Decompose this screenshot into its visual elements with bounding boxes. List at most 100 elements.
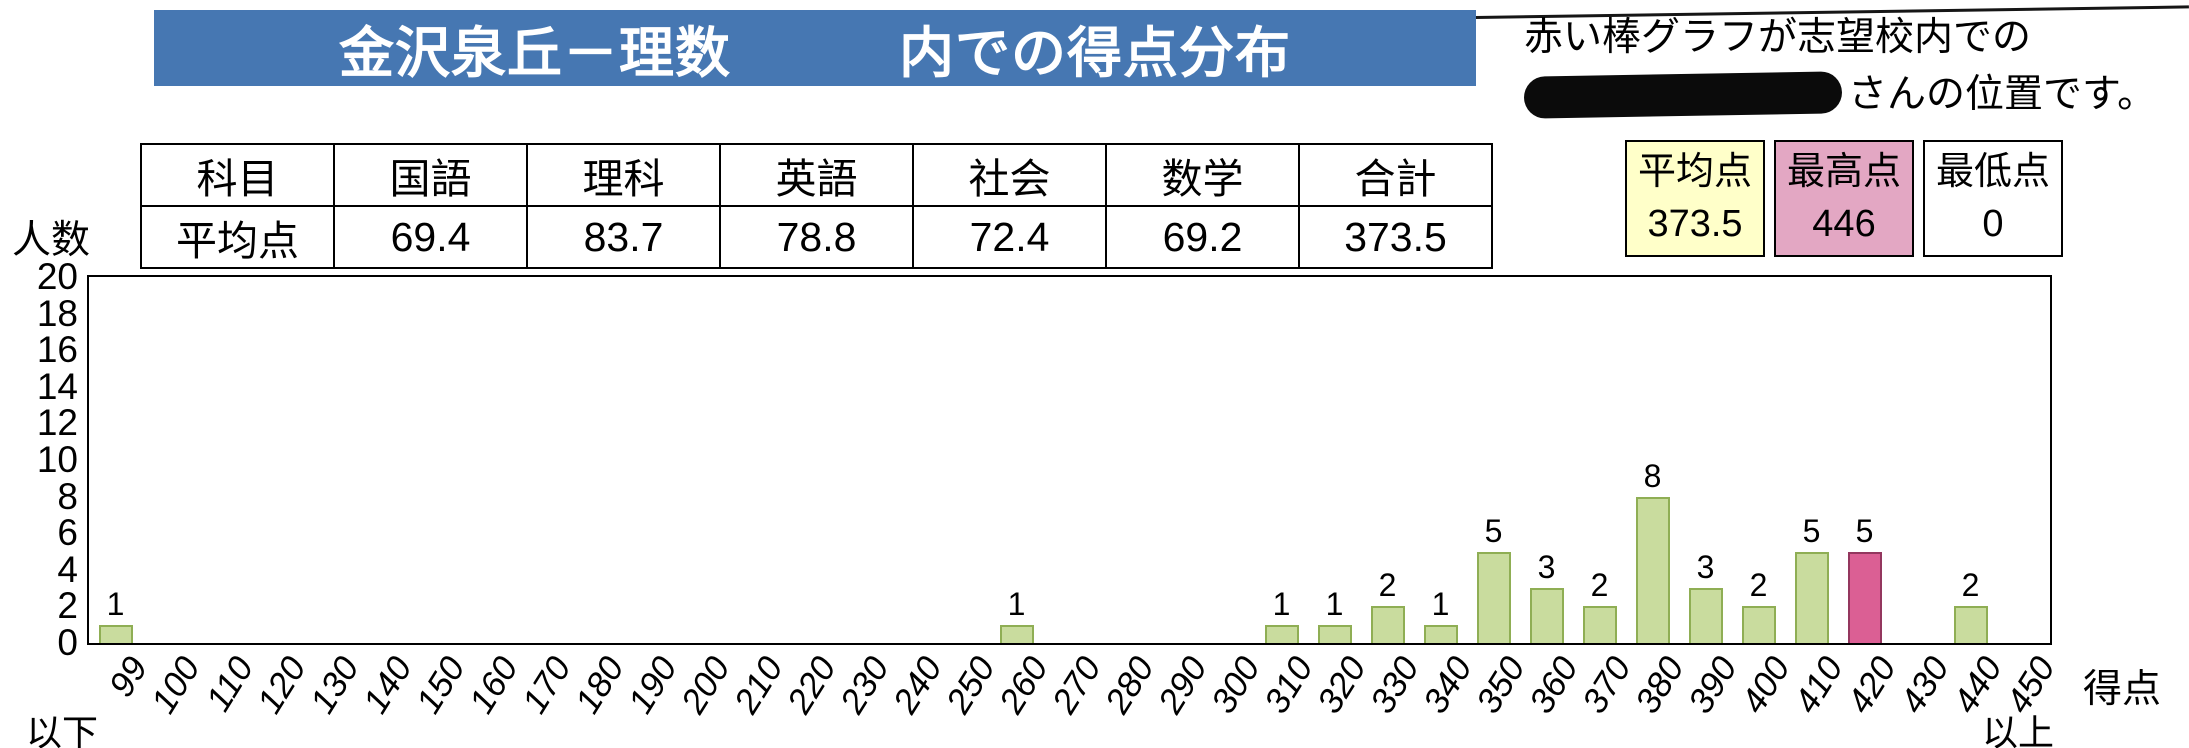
table-value-cell: 69.2 xyxy=(1105,205,1300,269)
averages-table: 科目 国語 理科 英語 社会 数学 合計 平均点 69.4 83.7 78.8 72.4 69.2 37… xyxy=(140,143,1493,269)
y-axis-tick-label: 20 xyxy=(36,256,78,297)
x-axis-tick-label: 190 xyxy=(620,649,685,721)
bar xyxy=(1529,588,1564,643)
note-line-2-text: さんの位置です。 xyxy=(1848,72,2157,116)
bar-value-label: 1 xyxy=(1325,585,1344,622)
title-banner: 金沢泉丘－理数 内での得点分布 xyxy=(154,10,1476,86)
x-axis-tick-label: 360 xyxy=(1521,649,1586,721)
bar xyxy=(1317,624,1352,643)
table-header-cell: 数学 xyxy=(1105,143,1300,207)
x-axis-tick-label: 170 xyxy=(514,649,579,721)
x-axis-title: 得点 xyxy=(2083,668,2162,711)
table-header-cell: 英語 xyxy=(719,143,914,207)
stat-box-highest: 最高点 446 xyxy=(1774,140,1914,257)
x-axis-tick-label: 160 xyxy=(461,649,526,721)
bar-value-label: 1 xyxy=(1272,585,1291,622)
table-header-cell: 国語 xyxy=(333,143,528,207)
x-axis-tick-label: 200 xyxy=(673,649,738,721)
bar-value-label: 1 xyxy=(1007,585,1026,622)
table-value-cell: 83.7 xyxy=(526,205,721,269)
y-axis-tick-label: 4 xyxy=(57,548,78,590)
x-axis-tick-label: 430 xyxy=(1892,649,1957,721)
bar-value-label: 2 xyxy=(1961,567,1980,604)
x-axis-tick-label: 390 xyxy=(1680,649,1745,721)
table-header-cell: 科目 xyxy=(140,143,335,207)
bar xyxy=(98,624,133,643)
x-axis-tick-label: 120 xyxy=(249,649,314,721)
bar-highlight xyxy=(1847,551,1882,643)
x-axis-tick-label: 370 xyxy=(1574,649,1639,721)
bar-value-label: 2 xyxy=(1749,567,1768,604)
bar xyxy=(999,624,1034,643)
y-axis-tick-label: 0 xyxy=(57,622,78,663)
y-axis-tick-label: 2 xyxy=(57,585,78,627)
table-header-row: 科目 国語 理科 英語 社会 数学 合計 xyxy=(140,143,1493,207)
x-axis-tick-label: 210 xyxy=(726,649,791,721)
stat-value: 373.5 xyxy=(1647,202,1743,245)
x-axis-tick-label: 320 xyxy=(1309,649,1374,721)
bar xyxy=(1635,496,1670,643)
x-axis-tick-label: 350 xyxy=(1468,649,1533,721)
y-axis-tick-label: 18 xyxy=(36,292,78,334)
x-axis-first-suffix: 以下 xyxy=(26,712,99,748)
redacted-name xyxy=(1523,71,1843,119)
note-line-2: さんの位置です。 xyxy=(1523,71,2157,120)
bar-value-label: 3 xyxy=(1696,549,1715,586)
table-value-cell: 78.8 xyxy=(719,205,914,269)
x-axis-tick-label: 300 xyxy=(1203,649,1268,721)
bar xyxy=(1476,551,1511,643)
y-axis-tick-label: 10 xyxy=(36,439,78,480)
x-axis-tick-label: 410 xyxy=(1786,649,1851,721)
x-axis-tick-label: 100 xyxy=(143,649,208,721)
x-axis-tick-label: 240 xyxy=(885,649,950,721)
y-axis-tick-label: 14 xyxy=(36,365,78,407)
x-axis-tick-label: 220 xyxy=(779,649,844,721)
x-axis-tick-label: 250 xyxy=(938,649,1003,721)
y-axis-tick-label: 8 xyxy=(57,475,78,517)
table-header-cell: 合計 xyxy=(1298,143,1493,207)
bar xyxy=(1370,606,1405,643)
y-axis-tick-label: 6 xyxy=(57,512,78,554)
table-value-row: 平均点 69.4 83.7 78.8 72.4 69.2 373.5 xyxy=(140,205,1493,269)
page-title: 金沢泉丘－理数 内での得点分布 xyxy=(338,22,1291,84)
bar-value-label: 3 xyxy=(1537,549,1556,586)
x-axis-tick-label: 330 xyxy=(1362,649,1427,721)
x-axis-tick-label: 290 xyxy=(1150,649,1215,721)
x-axis-tick-label: 280 xyxy=(1097,649,1162,721)
stat-value: 446 xyxy=(1812,202,1876,245)
stat-label: 平均点 xyxy=(1637,151,1752,194)
stat-boxes: 平均点 373.5 最高点 446 最低点 0 xyxy=(1625,140,2063,257)
bar xyxy=(1688,588,1723,643)
x-axis-tick-label: 180 xyxy=(567,649,632,721)
x-axis-tick-label: 140 xyxy=(355,649,420,721)
table-row-label: 平均点 xyxy=(140,205,335,269)
bar xyxy=(1953,606,1988,643)
table-value-cell: 69.4 xyxy=(333,205,528,269)
note: 赤い棒グラフが志望校内での さんの位置です。 xyxy=(1523,14,2157,120)
stat-box-average: 平均点 373.5 xyxy=(1625,140,1765,257)
y-axis: 0 2 4 6 8 10 12 14 16 18 20 xyxy=(0,257,78,663)
stat-label: 最低点 xyxy=(1935,151,2050,194)
stat-label: 最高点 xyxy=(1786,151,1901,194)
table-header-cell: 理科 xyxy=(526,143,721,207)
x-axis-last-suffix: 以上 xyxy=(1982,712,2055,748)
table-header-cell: 社会 xyxy=(912,143,1107,207)
bar-value-label: 2 xyxy=(1378,567,1397,604)
x-axis-tick-label: 110 xyxy=(198,649,261,718)
bar-value-label: 1 xyxy=(1431,585,1450,622)
table-value-cell: 373.5 xyxy=(1298,205,1493,269)
bar-value-label: 5 xyxy=(1855,512,1874,549)
y-axis-tick-label: 16 xyxy=(36,329,78,371)
stat-box-lowest: 最低点 0 xyxy=(1923,140,2063,257)
bar xyxy=(1582,606,1617,643)
x-axis-labels: 99 100 110 120 130 140 150 160 170 180 190 200 210 22… xyxy=(87,649,2063,748)
x-axis-tick-label: 130 xyxy=(302,649,367,721)
x-axis-tick-label: 230 xyxy=(832,649,897,721)
bar-value-label: 5 xyxy=(1484,512,1503,549)
stat-value: 0 xyxy=(1982,202,2004,245)
bar-value-label: 5 xyxy=(1802,512,1821,549)
x-axis-tick-label: 400 xyxy=(1733,649,1798,721)
bar xyxy=(1423,624,1458,643)
